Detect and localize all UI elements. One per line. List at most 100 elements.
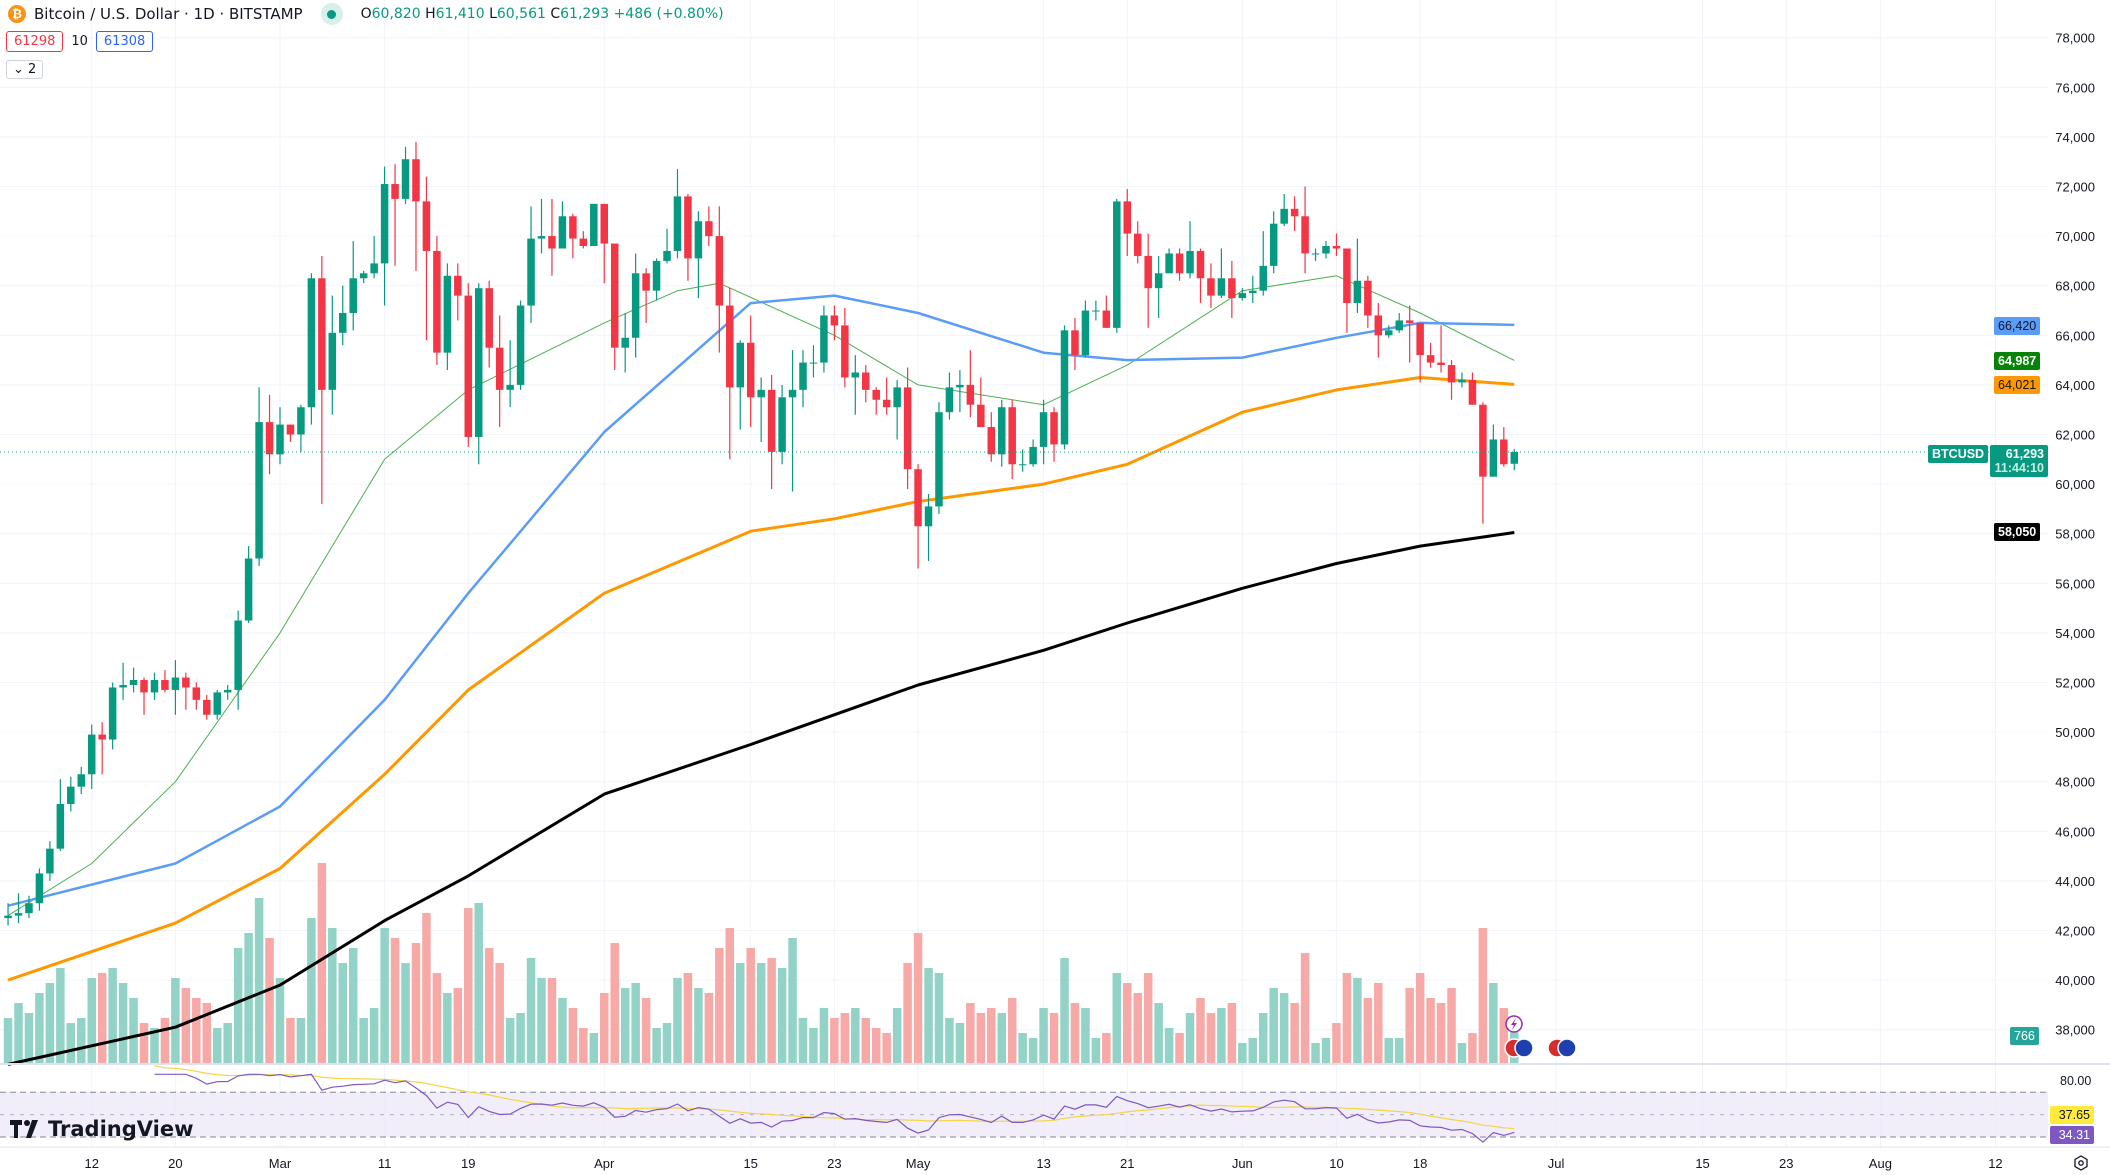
volume-bar — [987, 1008, 996, 1063]
price-axis-label: 46,000 — [2055, 824, 2095, 839]
candle-body — [1217, 278, 1226, 296]
us-flag-icon[interactable] — [1557, 1038, 1577, 1058]
sell-button[interactable]: 61298 — [6, 31, 64, 52]
volume-bar — [1060, 958, 1069, 1063]
volume-bar — [1238, 1043, 1247, 1063]
volume-bar — [181, 988, 191, 1063]
buy-button[interactable]: 61308 — [95, 31, 154, 52]
candle-body — [192, 687, 201, 700]
candle — [1092, 300, 1100, 321]
volume-bar — [160, 1018, 170, 1063]
candle-body — [579, 238, 588, 247]
candle — [161, 670, 169, 693]
volume-bar — [1248, 1038, 1258, 1063]
volume-bar — [1164, 1028, 1174, 1063]
settings-icon[interactable] — [2073, 1155, 2089, 1171]
candles[interactable] — [4, 141, 1519, 926]
volume-bar — [505, 1018, 515, 1063]
volume-bar — [620, 988, 630, 1063]
candle-body — [767, 389, 776, 452]
candle-body — [56, 804, 65, 849]
price-axis-label: 68,000 — [2055, 279, 2095, 294]
candle — [736, 340, 744, 430]
volume-bar — [1405, 988, 1414, 1063]
volume-bar — [966, 1003, 975, 1063]
candle-body — [1332, 246, 1341, 249]
candle — [945, 372, 954, 420]
candle-body — [255, 422, 263, 559]
candle — [443, 263, 452, 371]
volume-bar — [924, 968, 933, 1063]
candle-body — [1311, 253, 1320, 255]
volume-bar — [1384, 1038, 1394, 1063]
axes: 38,000 40,000 42,000 44,000 46,000 48,000 50,0… — [0, 31, 2095, 1171]
candle — [1510, 449, 1519, 471]
volume-bar — [1436, 1003, 1446, 1063]
volume-bar — [1070, 1003, 1080, 1063]
indicators-toggle-button[interactable]: ⌄ 2 — [6, 60, 44, 79]
market-open-icon[interactable] — [320, 3, 343, 25]
volume-bar — [903, 963, 912, 1063]
candle — [1123, 188, 1132, 256]
price-axis-label: 62,000 — [2055, 428, 2095, 443]
candle-body — [98, 734, 106, 740]
volume-bar — [1206, 1013, 1216, 1063]
price-axis-label: 64,000 — [2055, 378, 2095, 393]
symbol-legend[interactable]: ₿ Bitcoin / U.S. Dollar · 1D · BITSTAMP … — [8, 3, 724, 25]
volume-bar — [66, 1023, 76, 1063]
candle — [318, 255, 326, 504]
candle-body — [1290, 208, 1299, 217]
candle-body — [1071, 330, 1079, 356]
candle — [1133, 221, 1142, 264]
candle-body — [1426, 355, 1435, 363]
us-flag-icon[interactable] — [1514, 1038, 1534, 1058]
candle-body — [234, 620, 242, 690]
time-axis-label: 12 — [84, 1156, 98, 1171]
tradingview-logo[interactable]: TradingView — [10, 1117, 193, 1141]
rsi-pane — [0, 1065, 2048, 1143]
candle-body — [558, 216, 567, 249]
symbol-title[interactable]: Bitcoin / U.S. Dollar · 1D · BITSTAMP — [34, 5, 303, 23]
candle — [579, 231, 588, 249]
candle-body — [548, 236, 556, 249]
volume-bar — [694, 988, 703, 1063]
ma100-line — [7, 376, 1515, 982]
candle — [328, 295, 337, 415]
candle — [1364, 275, 1372, 328]
candle-body — [1479, 404, 1487, 477]
volume-bar — [150, 1028, 159, 1063]
candle-body — [527, 238, 535, 306]
candle-body — [872, 389, 880, 400]
volume-bar — [1311, 1043, 1320, 1063]
time-axis-label: 23 — [827, 1156, 841, 1171]
candle-body — [171, 677, 180, 690]
candle — [1343, 248, 1351, 333]
candle-body — [809, 362, 818, 364]
candle — [673, 169, 682, 259]
volume-bar — [1394, 1038, 1404, 1063]
candle — [286, 424, 295, 442]
candle-body — [412, 159, 420, 202]
candle-body — [966, 384, 975, 405]
candle — [1186, 221, 1194, 279]
volume-bar — [777, 968, 787, 1063]
candle — [265, 394, 274, 475]
price-axis-label: 48,000 — [2055, 775, 2095, 790]
candle-body — [987, 427, 996, 455]
events[interactable] — [1504, 1015, 1577, 1058]
candle — [705, 206, 713, 247]
volume-bar — [369, 1008, 379, 1063]
volume-bar — [212, 1028, 222, 1063]
candle-body — [1489, 439, 1498, 477]
candle — [1238, 288, 1247, 301]
price-axis-label: 44,000 — [2055, 874, 2095, 889]
candle — [454, 263, 462, 321]
volume-bar — [1196, 998, 1205, 1063]
volume-bar — [704, 993, 714, 1063]
lightning-glyph — [1511, 1018, 1517, 1030]
candle-body — [956, 384, 964, 388]
tradingview-logo-icon — [10, 1120, 38, 1138]
volume-bar — [45, 983, 55, 1063]
candle-body — [830, 315, 839, 326]
